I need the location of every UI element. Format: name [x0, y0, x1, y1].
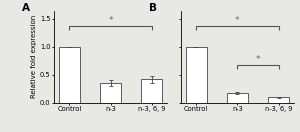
- Text: *: *: [235, 16, 240, 25]
- Text: *: *: [256, 55, 260, 64]
- Bar: [100, 83, 121, 103]
- Bar: [227, 93, 248, 103]
- Bar: [186, 47, 206, 103]
- Y-axis label: Relative fold expression: Relative fold expression: [31, 15, 37, 98]
- Bar: [142, 79, 162, 103]
- Bar: [59, 47, 80, 103]
- Bar: [268, 97, 289, 103]
- Text: B: B: [149, 3, 157, 13]
- Text: A: A: [22, 3, 30, 13]
- Text: *: *: [108, 16, 113, 25]
